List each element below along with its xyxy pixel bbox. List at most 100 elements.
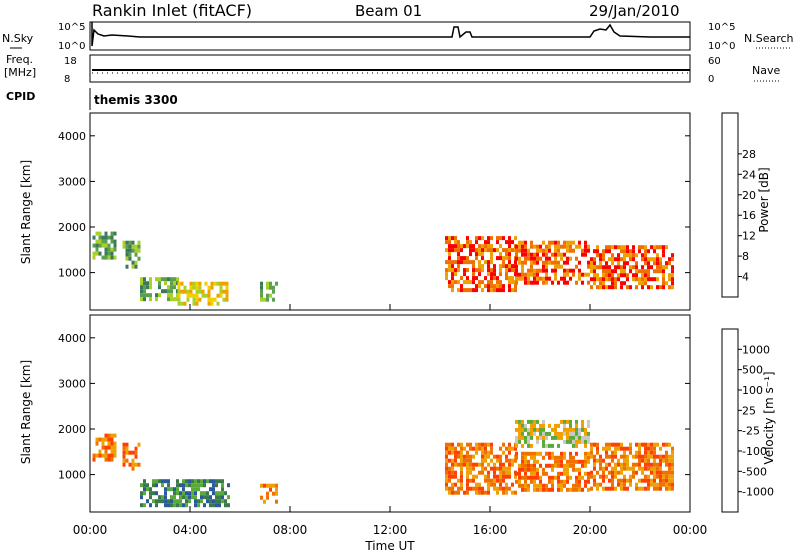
- power-cell: [572, 248, 575, 253]
- power-cell: [454, 244, 457, 249]
- velocity-colorbar-tick-label: 500: [742, 364, 763, 377]
- velocity-cell: [457, 454, 460, 459]
- velocity-cell: [554, 463, 557, 468]
- power-cell: [584, 252, 587, 257]
- power-cell: [584, 244, 587, 249]
- velocity-cell: [560, 463, 563, 468]
- velocity-cell: [98, 453, 102, 458]
- velocity-cell: [623, 454, 626, 459]
- power-cell: [487, 260, 490, 265]
- velocity-cell: [475, 442, 478, 447]
- velocity-cell: [602, 470, 605, 475]
- velocity-cell: [460, 486, 463, 491]
- velocity-cell: [575, 427, 578, 432]
- velocity-cell: [448, 442, 451, 447]
- power-cell: [671, 253, 674, 258]
- velocity-cell: [536, 471, 539, 476]
- power-cell: [192, 301, 196, 306]
- velocity-cell: [188, 495, 191, 500]
- power-cell: [469, 280, 472, 285]
- power-cell: [596, 245, 599, 250]
- power-cell: [539, 276, 542, 281]
- power-cell: [475, 240, 478, 245]
- velocity-cell: [551, 487, 554, 492]
- power-cell: [158, 281, 161, 286]
- power-cell: [131, 244, 135, 249]
- velocity-cell: [542, 427, 545, 432]
- velocity-cell: [530, 475, 533, 480]
- power-cell: [569, 248, 572, 253]
- power-cell: [511, 268, 514, 273]
- velocity-cell: [527, 443, 530, 448]
- velocity-cell: [134, 454, 138, 459]
- velocity-cell: [635, 470, 638, 475]
- power-cell: [131, 240, 135, 245]
- power-cell: [647, 285, 650, 290]
- velocity-cell: [475, 450, 478, 455]
- power-cell: [478, 268, 481, 273]
- velocity-cell: [653, 470, 656, 475]
- power-cell: [95, 231, 99, 236]
- power-cell: [478, 252, 481, 257]
- power-cell: [632, 277, 635, 282]
- velocity-cell: [511, 462, 514, 467]
- power-cell: [536, 248, 539, 253]
- power-cell: [496, 248, 499, 253]
- power-cell: [176, 277, 179, 282]
- velocity-cell: [454, 482, 457, 487]
- power-cell: [448, 248, 451, 253]
- velocity-cell: [569, 435, 572, 440]
- velocity-cell: [209, 495, 212, 500]
- velocity-cell: [206, 491, 209, 496]
- power-cell: [140, 293, 143, 298]
- velocity-cell: [493, 470, 496, 475]
- power-cell: [448, 244, 451, 249]
- velocity-cell: [614, 466, 617, 471]
- velocity-echo-region: [590, 442, 674, 491]
- velocity-cell: [481, 466, 484, 471]
- power-cell: [511, 264, 514, 269]
- velocity-cell: [515, 455, 518, 460]
- velocity-cell: [502, 474, 505, 479]
- velocity-cell: [545, 443, 548, 448]
- power-cell: [533, 276, 536, 281]
- velocity-cell: [122, 454, 126, 459]
- power-cell: [164, 289, 167, 294]
- velocity-cell: [515, 471, 518, 476]
- power-colorbar-tick-label: 20: [742, 189, 756, 202]
- velocity-cell: [611, 466, 614, 471]
- power-cell: [183, 285, 187, 290]
- velocity-cell: [463, 458, 466, 463]
- power-cell: [496, 284, 499, 289]
- power-cell: [644, 277, 647, 282]
- velocity-cell: [451, 490, 454, 495]
- velocity-cell: [644, 446, 647, 451]
- power-cell: [575, 256, 578, 261]
- velocity-cell: [173, 495, 176, 500]
- power-cell: [650, 265, 653, 270]
- power-cell: [104, 231, 108, 236]
- velocity-cell: [533, 475, 536, 480]
- velocity-cell: [590, 450, 593, 455]
- power-cell: [140, 289, 143, 294]
- power-cell: [487, 244, 490, 249]
- velocity-cell: [668, 442, 671, 447]
- power-cell: [487, 236, 490, 241]
- velocity-cell: [104, 445, 108, 450]
- power-cell: [95, 247, 99, 252]
- velocity-cell: [518, 467, 521, 472]
- velocity-cell: [448, 478, 451, 483]
- velocity-cell: [548, 455, 551, 460]
- velocity-cell: [275, 499, 278, 504]
- power-cell: [536, 276, 539, 281]
- power-cell: [210, 297, 214, 302]
- power-cell: [602, 257, 605, 262]
- velocity-cell: [200, 491, 203, 496]
- velocity-cell: [206, 479, 209, 484]
- velocity-cell: [575, 467, 578, 472]
- velocity-cell: [620, 478, 623, 483]
- velocity-cell: [623, 462, 626, 467]
- power-cell: [644, 269, 647, 274]
- power-cell: [572, 272, 575, 277]
- velocity-cell: [110, 445, 114, 450]
